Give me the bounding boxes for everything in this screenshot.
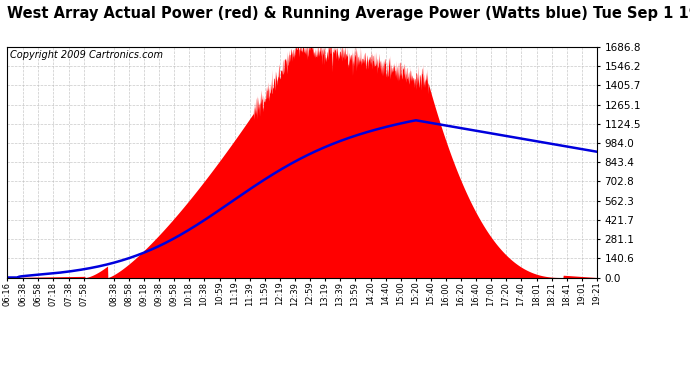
Text: Copyright 2009 Cartronics.com: Copyright 2009 Cartronics.com [10, 50, 163, 60]
Text: West Array Actual Power (red) & Running Average Power (Watts blue) Tue Sep 1 19:: West Array Actual Power (red) & Running … [7, 6, 690, 21]
